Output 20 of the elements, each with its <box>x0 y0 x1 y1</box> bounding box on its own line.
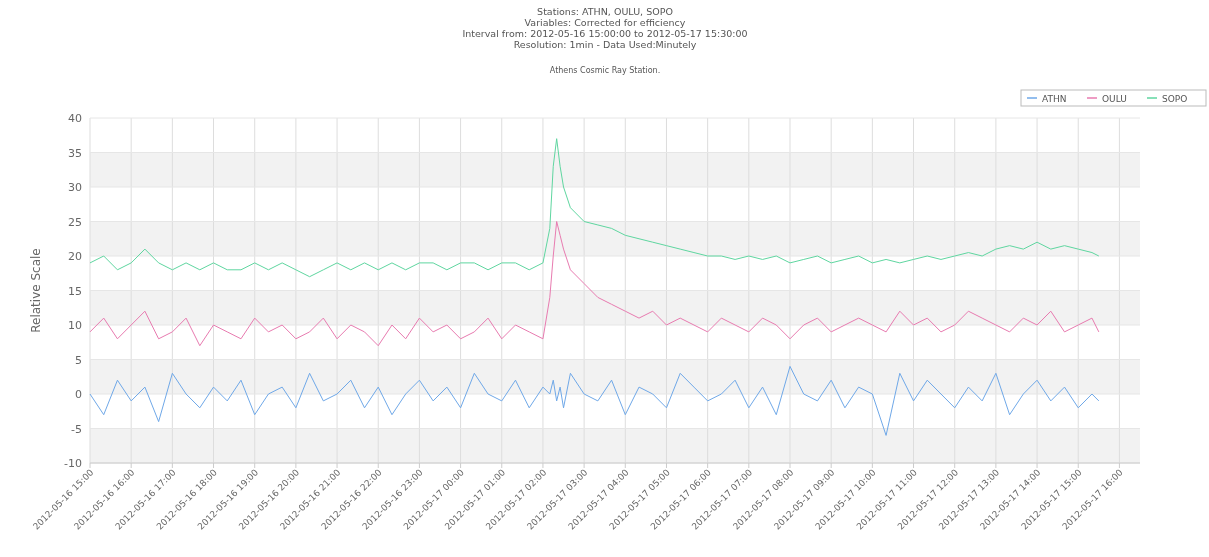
y-tick-label: -10 <box>64 457 82 470</box>
chart-subtitle: Athens Cosmic Ray Station. <box>549 66 661 75</box>
y-axis-title: Relative Scale <box>29 248 43 333</box>
y-tick-label: 15 <box>68 284 82 298</box>
y-tick-label: 30 <box>68 181 82 194</box>
y-tick-label: 20 <box>68 250 82 263</box>
legend-label: SOPO <box>1162 93 1188 104</box>
y-tick-label: 5 <box>75 353 82 367</box>
y-tick-label: 0 <box>75 388 82 401</box>
y-tick-label: 10 <box>68 319 82 332</box>
y-tick-label: 40 <box>68 112 82 125</box>
y-tick-label: 35 <box>68 146 82 160</box>
line-series <box>89 365 1100 436</box>
legend-label: OULU <box>1102 93 1127 104</box>
chart-title: Stations: ATHN, OULU, SOPO Variables: Corrected for efficiency Interval from: 2012-05-16 15:00:00 to 2012-05-17 15:30:00 Resolution: 1min - Data Used:Minutely <box>462 6 748 50</box>
legend-label: ATHN <box>1042 93 1067 104</box>
y-tick-label: -5 <box>71 422 82 436</box>
y-tick-label: 25 <box>68 215 82 229</box>
line-series <box>89 138 1100 278</box>
line-series <box>89 221 1100 347</box>
